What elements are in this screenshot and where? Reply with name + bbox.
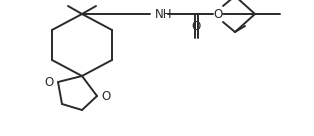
Text: O: O	[45, 75, 54, 89]
Text: O: O	[101, 89, 110, 103]
Text: NH: NH	[155, 7, 172, 21]
Text: O: O	[191, 20, 201, 33]
Text: O: O	[214, 7, 223, 21]
